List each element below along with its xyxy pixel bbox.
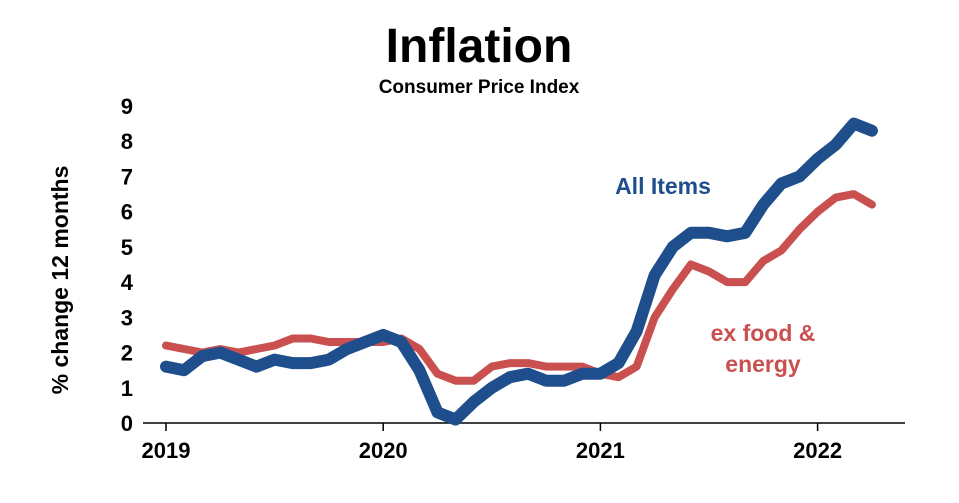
data-point-core: [690, 264, 692, 265]
data-point-core: [346, 341, 348, 343]
y-axis-label: % change 12 months: [47, 166, 73, 395]
x-tick-label: 2022: [793, 438, 842, 463]
data-point-all-items: [274, 359, 276, 361]
data-point-core: [183, 348, 185, 350]
series-label-core-line1: ex food &: [711, 320, 816, 346]
data-point-all-items: [165, 366, 167, 368]
data-point-all-items: [256, 366, 257, 368]
data-point-all-items: [762, 204, 764, 206]
data-point-all-items: [382, 334, 384, 336]
data-point-core: [382, 341, 384, 343]
data-point-core: [636, 366, 638, 368]
data-point-core: [455, 380, 457, 382]
data-point-core: [473, 380, 475, 382]
data-point-all-items: [491, 387, 493, 389]
data-point-all-items: [817, 158, 819, 160]
data-point-all-items: [654, 274, 656, 276]
data-point-all-items: [527, 373, 529, 375]
data-point-core: [654, 316, 656, 318]
data-point-all-items: [310, 362, 312, 364]
y-tick-label: 3: [121, 305, 133, 330]
data-point-all-items: [418, 369, 420, 371]
data-point-core: [437, 373, 438, 375]
data-point-core: [509, 362, 511, 364]
data-point-core: [799, 228, 800, 230]
x-tick-label: 2021: [576, 438, 625, 463]
data-point-core: [491, 366, 493, 368]
data-point-all-items: [455, 418, 457, 420]
data-point-core: [780, 249, 782, 251]
data-point-all-items: [545, 380, 547, 382]
data-point-all-items: [871, 130, 873, 132]
data-point-all-items: [237, 359, 239, 361]
data-point-core: [563, 366, 565, 368]
data-point-all-items: [708, 232, 710, 234]
y-tick-label: 8: [121, 129, 133, 154]
y-tick-label: 9: [121, 94, 133, 119]
data-point-all-items: [726, 235, 728, 237]
data-point-all-items: [799, 175, 800, 177]
chart-subtitle: Consumer Price Index: [379, 77, 580, 98]
data-point-core: [708, 271, 710, 273]
y-tick-label: 2: [121, 341, 133, 366]
y-tick-label: 5: [121, 235, 133, 260]
data-point-core: [618, 376, 619, 378]
data-point-core: [237, 352, 239, 354]
data-point-all-items: [636, 330, 638, 332]
x-tick-label: 2019: [142, 438, 191, 463]
data-point-all-items: [509, 376, 511, 378]
data-point-all-items: [835, 144, 837, 146]
data-point-core: [256, 348, 257, 350]
data-point-all-items: [672, 246, 674, 248]
data-point-all-items: [563, 380, 565, 382]
y-tick-label: 0: [121, 411, 133, 436]
series-line-core: [162, 190, 876, 385]
data-point-core: [672, 288, 674, 290]
data-point-core: [853, 193, 855, 195]
data-point-core: [292, 337, 294, 339]
data-point-all-items: [400, 341, 402, 343]
data-point-all-items: [581, 373, 583, 375]
data-point-all-items: [618, 362, 619, 364]
data-point-core: [744, 281, 746, 283]
chart-title: Inflation: [386, 20, 573, 73]
data-point-all-items: [219, 352, 221, 354]
data-point-core: [726, 281, 728, 283]
data-point-all-items: [473, 401, 475, 403]
data-point-core: [835, 197, 837, 199]
data-point-core: [762, 260, 764, 262]
data-point-core: [817, 211, 819, 213]
series-label-core-line2: energy: [725, 351, 801, 377]
data-point-all-items: [183, 369, 185, 371]
data-point-core: [328, 341, 330, 343]
data-point-all-items: [690, 232, 692, 234]
series-line-all-items: [160, 117, 878, 426]
y-tick-label: 1: [121, 376, 133, 401]
data-point-all-items: [328, 359, 330, 361]
data-point-core: [581, 366, 583, 368]
data-point-core: [165, 345, 167, 347]
series-label-all-items: All Items: [615, 173, 711, 199]
y-tick-label: 6: [121, 200, 133, 225]
data-point-core: [527, 362, 529, 364]
data-point-all-items: [744, 232, 746, 234]
data-point-core: [871, 204, 873, 206]
data-point-core: [274, 345, 276, 347]
data-point-all-items: [780, 182, 782, 184]
data-point-core: [545, 366, 547, 368]
data-point-core: [418, 348, 420, 350]
data-point-all-items: [599, 373, 601, 375]
data-point-all-items: [201, 355, 203, 357]
data-point-all-items: [437, 411, 438, 413]
data-point-all-items: [346, 348, 348, 350]
data-point-all-items: [853, 123, 855, 125]
y-tick-label: 7: [121, 164, 133, 189]
data-point-core: [310, 337, 312, 339]
data-point-all-items: [364, 341, 366, 343]
x-tick-label: 2020: [359, 438, 408, 463]
y-tick-label: 4: [121, 270, 134, 295]
data-point-all-items: [292, 362, 294, 364]
